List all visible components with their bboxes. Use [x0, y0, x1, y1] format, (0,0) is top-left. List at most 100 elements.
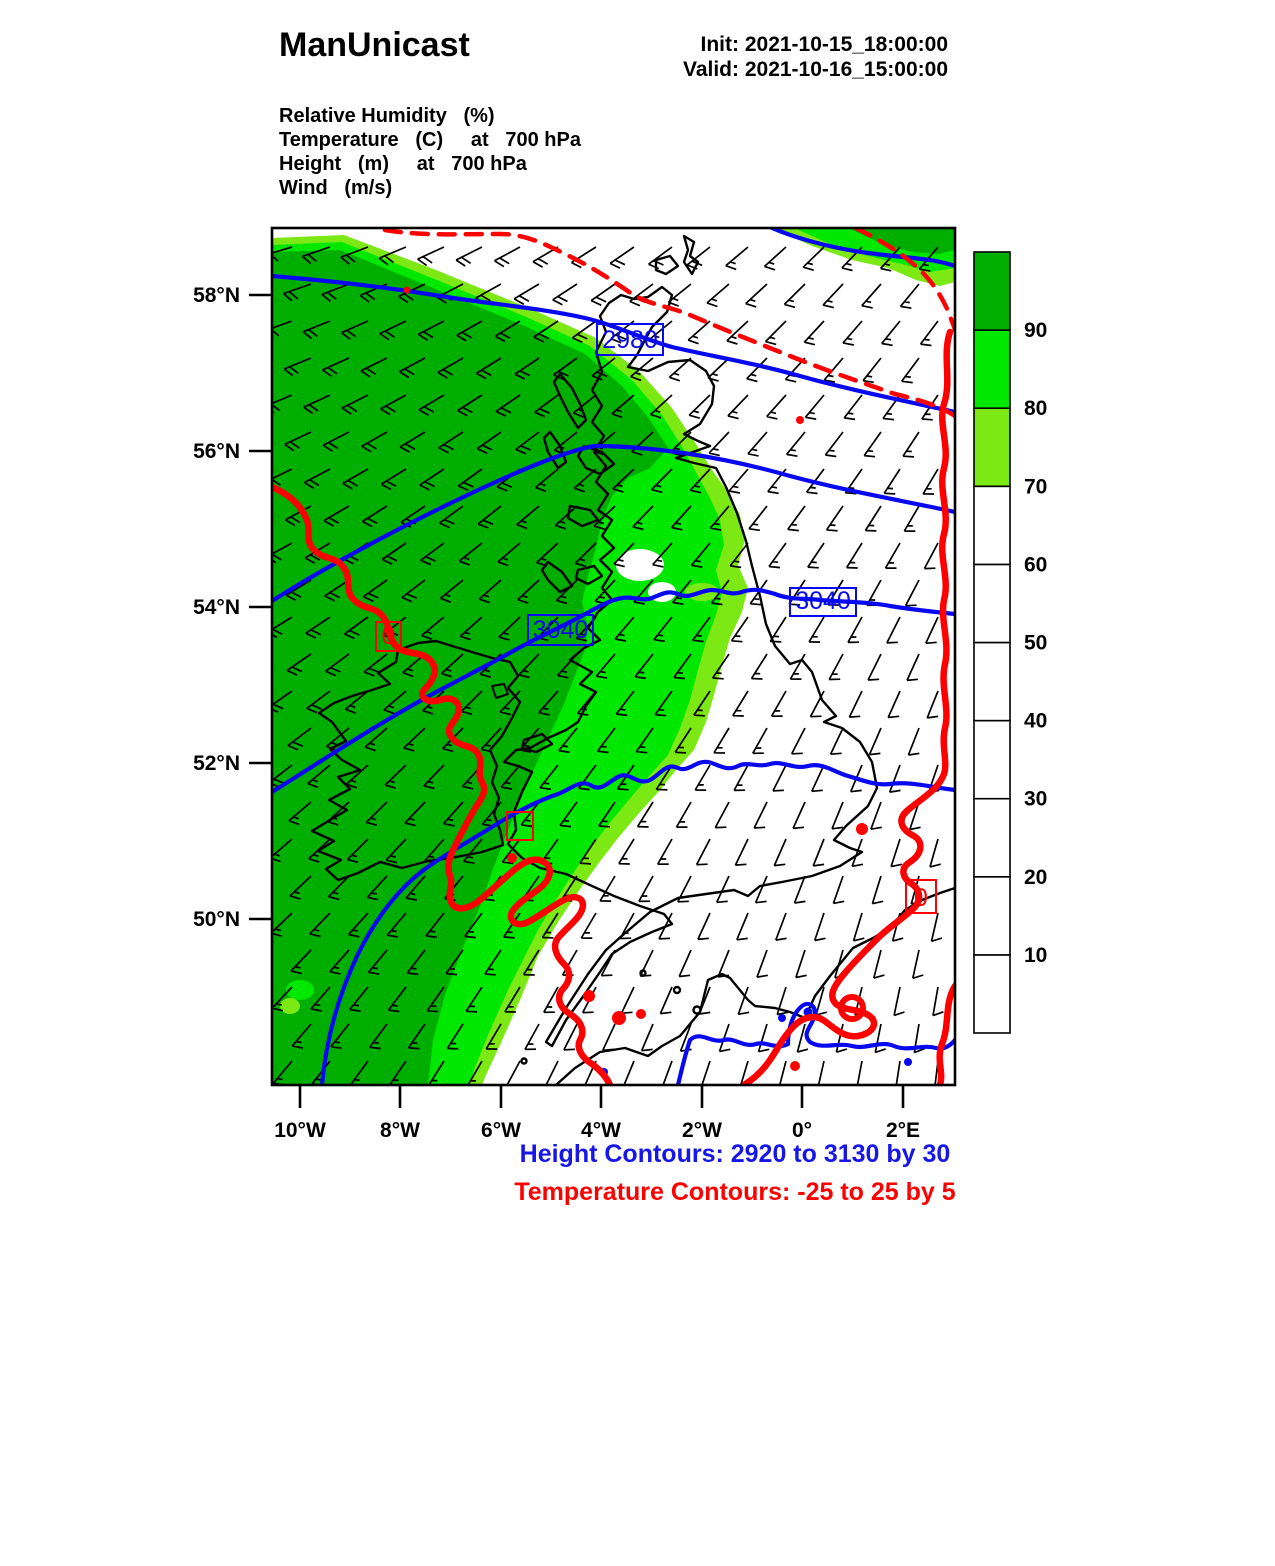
y-tick-label: 52°N — [193, 752, 240, 775]
temp-label-box — [506, 811, 534, 841]
y-tick-label: 58°N — [193, 284, 240, 307]
colorbar-segment — [973, 797, 1011, 878]
temperature-contour-note: Temperature Contours: -25 to 25 by 5 — [514, 1178, 956, 1206]
lake-lough-neagh — [491, 683, 509, 699]
axes-layer: 10°W 8°W 6°W 4°W 2°W 0° 2°E 58°N 56°N 54°N 52°N 50°… — [193, 284, 920, 1142]
temp-speck — [856, 823, 868, 835]
init-time: Init: 2021-10-15_18:00:00 — [700, 33, 948, 56]
colorbar-label: 20 — [1024, 866, 1047, 889]
island-outer-hebrides-north — [552, 372, 588, 430]
height-contour-speck — [904, 1058, 912, 1066]
x-tick-label: 6°W — [481, 1119, 521, 1142]
temp-contour-0-east — [740, 328, 954, 1085]
coastline-france — [554, 886, 955, 1085]
height-label-box — [789, 587, 857, 617]
height-contour-2980 — [272, 273, 955, 415]
x-tick-label: 4°W — [581, 1119, 621, 1142]
island-outer-hebrides-south — [542, 430, 568, 470]
height-contours — [272, 228, 955, 1085]
coastline-great-britain — [502, 285, 879, 1048]
colorbar-segment — [973, 641, 1011, 722]
x-tick-label: 0° — [792, 1119, 812, 1142]
height-label-box — [596, 323, 664, 356]
colorbar-segment — [973, 875, 1011, 956]
island-isle-of-man — [574, 564, 604, 586]
island-anglesey — [520, 732, 554, 754]
y-tick-label: 56°N — [193, 440, 240, 463]
legend-line-height: Height (m) at 700 hPa — [279, 153, 527, 175]
temp-contour-ring — [838, 994, 866, 1022]
legend-line-temp: Temperature (C) at 700 hPa — [279, 129, 581, 151]
colorbar-segment — [973, 719, 1011, 800]
height-contour-3040 — [272, 587, 955, 795]
run-times: Init: 2021-10-15_18:00:00 Valid: 2021-10… — [683, 32, 948, 82]
rh-90-100-region — [272, 250, 668, 1085]
height-label-text: 2980 — [602, 326, 658, 354]
temp-contour-neg5-dashed — [382, 228, 955, 419]
height-contour-3070 — [319, 759, 955, 1085]
height-label-text: 3040 — [795, 587, 851, 615]
colorbar-segment — [973, 954, 1011, 1034]
island-channel-2 — [692, 1005, 702, 1015]
island-islay-jura — [540, 560, 574, 594]
temp-label-box — [375, 621, 402, 652]
legend-line-rh: Relative Humidity (%) — [279, 105, 495, 127]
height-contour-3010 — [272, 443, 955, 604]
colorbar-label: 90 — [1024, 319, 1047, 342]
map-border — [270, 226, 957, 1087]
y-tick-label: 50°N — [193, 908, 240, 931]
contour-label-layer: 2980 3040 3040 0 0 — [375, 323, 937, 914]
colorbar-label: 10 — [1024, 944, 1047, 967]
coastline-ireland — [310, 639, 522, 882]
temp-contour-corner-br — [936, 982, 955, 1085]
colorbar-label: 70 — [1024, 475, 1047, 498]
height-label-text: 3040 — [533, 616, 589, 644]
temp-label-text: 0 — [914, 884, 928, 912]
colorbar-segment — [973, 485, 1011, 566]
height-contour-2950-corner — [769, 228, 955, 269]
island-scilly — [520, 1057, 528, 1065]
temp-speck — [796, 416, 804, 424]
colorbar-segment — [973, 329, 1011, 410]
height-contour-3100 — [675, 1001, 955, 1085]
legend-line-wind: Wind (m/s) — [279, 177, 393, 199]
island-orkney — [654, 254, 680, 276]
x-tick-label: 10°W — [274, 1119, 326, 1142]
temp-speck — [790, 1061, 800, 1071]
height-label-box — [527, 614, 594, 646]
temp-speck — [403, 286, 411, 294]
x-tick-label: 2°W — [682, 1119, 722, 1142]
colorbar-segment — [973, 407, 1011, 488]
island-mull — [566, 504, 600, 528]
colorbar-segment — [973, 251, 1011, 331]
valid-time: Valid: 2021-10-16_15:00:00 — [682, 58, 948, 81]
colorbar-label: 80 — [1024, 397, 1047, 420]
temp-speck — [612, 1011, 626, 1025]
temp-contour-0-west — [272, 483, 614, 1085]
colorbar-segment — [973, 563, 1011, 644]
x-tick-label: 2°E — [886, 1119, 920, 1142]
field-legend: Relative Humidity (%) Temperature (C) at… — [279, 104, 581, 200]
colorbar-layer: 90 80 70 60 50 40 30 20 10 — [973, 251, 1047, 1034]
dry-hole — [616, 549, 664, 581]
colorbar-label: 50 — [1024, 632, 1047, 655]
y-tick-label: 54°N — [193, 596, 240, 619]
temperature-contours — [272, 228, 955, 1085]
temp-contour-specks — [403, 286, 868, 1071]
temp-speck — [583, 990, 595, 1002]
rh-patch — [280, 998, 300, 1014]
temp-speck — [507, 853, 517, 863]
height-contour-speck — [778, 1014, 786, 1022]
rh-patch — [286, 980, 314, 1000]
temp-contour-neg5-dashed-corner — [853, 228, 955, 333]
island-channel-1 — [672, 985, 682, 995]
height-contour-note: Height Contours: 2920 to 3130 by 30 — [519, 1140, 951, 1168]
colorbar-label: 30 — [1024, 788, 1047, 811]
x-tick-label: 8°W — [380, 1119, 420, 1142]
island-skye — [576, 444, 616, 476]
colorbar-label: 60 — [1024, 553, 1047, 576]
temp-label-text: 0 — [382, 622, 396, 650]
rh-90-100-corner — [848, 228, 955, 254]
